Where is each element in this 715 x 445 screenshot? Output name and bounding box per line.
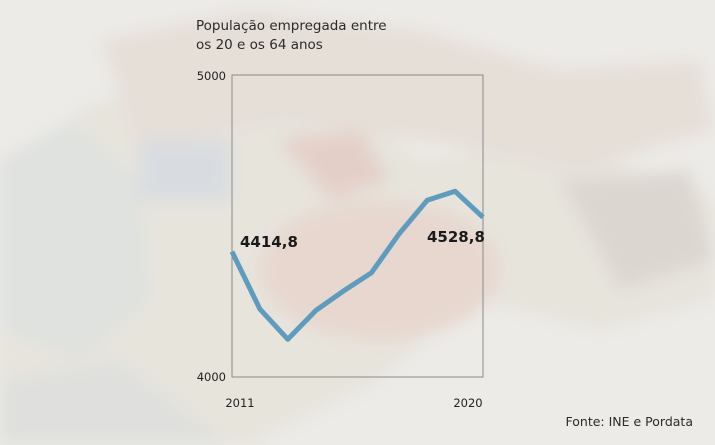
chart-title-line-1: População empregada entre xyxy=(196,18,387,34)
x-tick-label-last: 2020 xyxy=(453,396,482,410)
y-tick-label-top: 5000 xyxy=(197,69,226,83)
source-note: Fonte: INE e Pordata xyxy=(565,414,693,429)
x-tick-label-first: 2011 xyxy=(225,396,254,410)
chart-title: População empregada entre os 20 e os 64 … xyxy=(196,17,456,55)
series-line xyxy=(229,188,485,342)
plot-frame xyxy=(231,74,484,378)
y-tick-label-bottom: 4000 xyxy=(197,370,226,384)
data-label-first: 4414,8 xyxy=(240,233,298,251)
chart-title-line-2: os 20 e os 64 anos xyxy=(196,37,323,53)
data-label-last: 4528,8 xyxy=(427,228,485,246)
